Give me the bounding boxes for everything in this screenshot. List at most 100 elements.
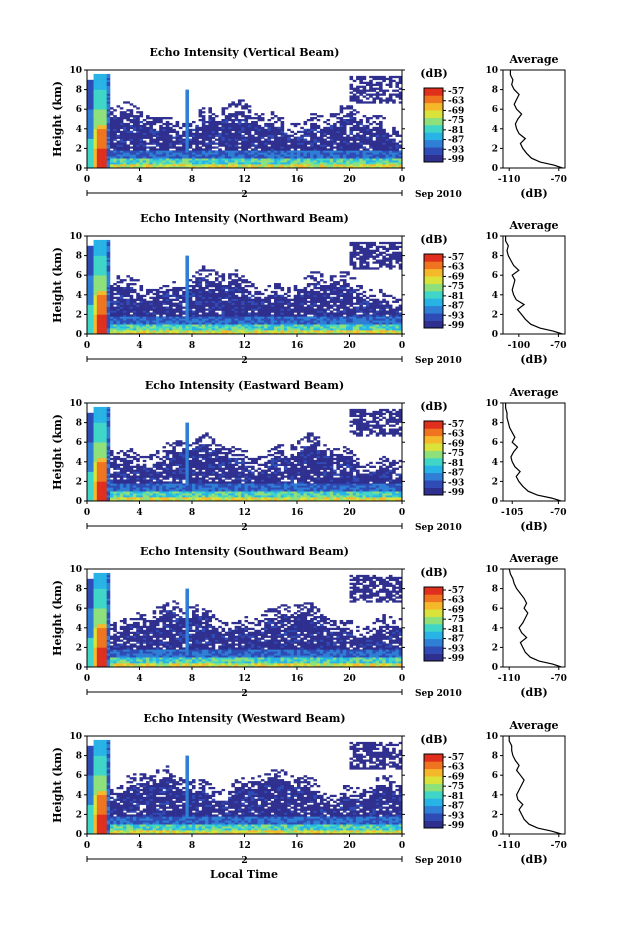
heatmap-cell <box>201 138 206 141</box>
heatmap-cell <box>244 103 249 106</box>
heatmap-cell <box>211 281 216 284</box>
heatmap-cell <box>228 326 232 329</box>
heatmap-cell <box>346 324 350 327</box>
heatmap-cell <box>178 138 183 141</box>
heatmap-cell <box>109 107 114 110</box>
heatmap-cell <box>342 271 347 274</box>
heatmap-cell <box>267 332 272 335</box>
heatmap-cell <box>90 285 94 288</box>
heatmap-cell <box>218 148 222 151</box>
heatmap-cell <box>362 154 367 157</box>
heatmap-cell <box>270 154 275 157</box>
heatmap-cell <box>90 312 94 315</box>
heatmap-cell <box>106 328 111 331</box>
heatmap-cell <box>352 160 357 163</box>
heatmap-cell <box>303 288 308 292</box>
heatmap-cell <box>270 322 275 325</box>
heatmap-cell <box>96 302 101 305</box>
heatmap-cell <box>333 302 337 305</box>
heatmap-cell <box>293 318 298 321</box>
heatmap-cell <box>356 144 360 147</box>
heatmap-cell <box>339 126 344 130</box>
heatmap-cell <box>119 310 124 313</box>
heatmap-cell <box>297 322 301 325</box>
heatmap-cell <box>362 261 367 264</box>
heatmap-cell <box>87 107 91 110</box>
heatmap-cell <box>336 120 340 124</box>
heatmap-cell <box>293 158 298 161</box>
heatmap-cell <box>237 160 242 163</box>
heatmap-cell <box>306 330 311 333</box>
heatmap-cell <box>90 115 94 118</box>
heatmap-cell <box>316 166 321 169</box>
heatmap-cell <box>329 154 334 157</box>
heatmap-cell <box>379 77 383 81</box>
heatmap-cell <box>329 285 334 288</box>
heatmap-cell <box>129 120 134 124</box>
heatmap-cell <box>336 290 340 294</box>
heatmap-cell <box>310 310 314 313</box>
heatmap-cell <box>237 126 242 130</box>
heatmap-cell <box>379 89 383 92</box>
heatmap-cell <box>323 128 327 132</box>
heatmap-cell <box>159 130 163 134</box>
heatmap-cell <box>87 320 91 323</box>
heatmap-cell <box>192 306 196 309</box>
heatmap-cell <box>100 310 104 313</box>
heatmap-cell <box>132 310 137 313</box>
heatmap-cell <box>395 85 400 88</box>
heatmap-cell <box>359 164 363 167</box>
heatmap-cell <box>388 156 393 159</box>
heatmap-cell <box>146 136 150 139</box>
heatmap-cell <box>208 152 212 155</box>
heatmap-cell <box>267 306 272 309</box>
heatmap-cell <box>247 304 252 307</box>
heatmap-cell <box>136 142 140 145</box>
heatmap-cell <box>106 298 111 301</box>
heatmap-cell <box>103 138 107 141</box>
heatmap-cell <box>290 320 295 323</box>
heatmap-cell <box>146 146 150 149</box>
heatmap-cell <box>87 271 91 274</box>
heatmap-cell <box>126 322 130 325</box>
heatmap-cell <box>310 113 314 116</box>
heatmap-cell <box>244 120 249 124</box>
heatmap-cell <box>155 332 160 335</box>
heatmap-cell <box>234 154 239 157</box>
heatmap-cell <box>372 316 377 319</box>
heatmap-cell <box>162 324 167 327</box>
heatmap-cell <box>280 306 285 309</box>
heatmap-cell <box>93 279 98 282</box>
heatmap-cell <box>142 302 147 305</box>
heatmap-cell <box>274 328 278 331</box>
heatmap-cell <box>93 306 98 309</box>
heatmap-cell <box>310 132 314 135</box>
heatmap-cell <box>103 288 107 292</box>
heatmap-cell <box>241 332 245 335</box>
heatmap-cell <box>297 306 301 309</box>
heatmap-cell <box>93 87 98 90</box>
heatmap-cell <box>201 330 206 333</box>
heatmap-cell <box>100 249 104 252</box>
heatmap-cell <box>254 156 258 159</box>
heatmap-cell <box>241 146 245 149</box>
heatmap-cell <box>169 146 173 149</box>
heatmap-cell <box>96 261 101 264</box>
heatmap-cell <box>267 140 272 143</box>
heatmap-cell <box>237 103 242 106</box>
heatmap-cell <box>362 328 367 331</box>
heatmap-cell <box>93 146 98 149</box>
heatmap-cell <box>267 324 272 327</box>
heatmap-cell <box>339 328 344 331</box>
heatmap-cell <box>333 128 337 132</box>
colorbar-tick-label: -87 <box>448 136 464 146</box>
heatmap-cell <box>139 326 144 329</box>
heatmap-cell <box>103 109 107 112</box>
heatmap-cell <box>165 320 170 323</box>
heatmap-cell <box>218 296 222 300</box>
heatmap-cell <box>303 156 308 159</box>
heatmap-cell <box>274 130 278 134</box>
average-x-tick-label: -110 <box>498 175 521 185</box>
heatmap-cell <box>379 87 383 90</box>
heatmap-cell <box>379 304 383 307</box>
